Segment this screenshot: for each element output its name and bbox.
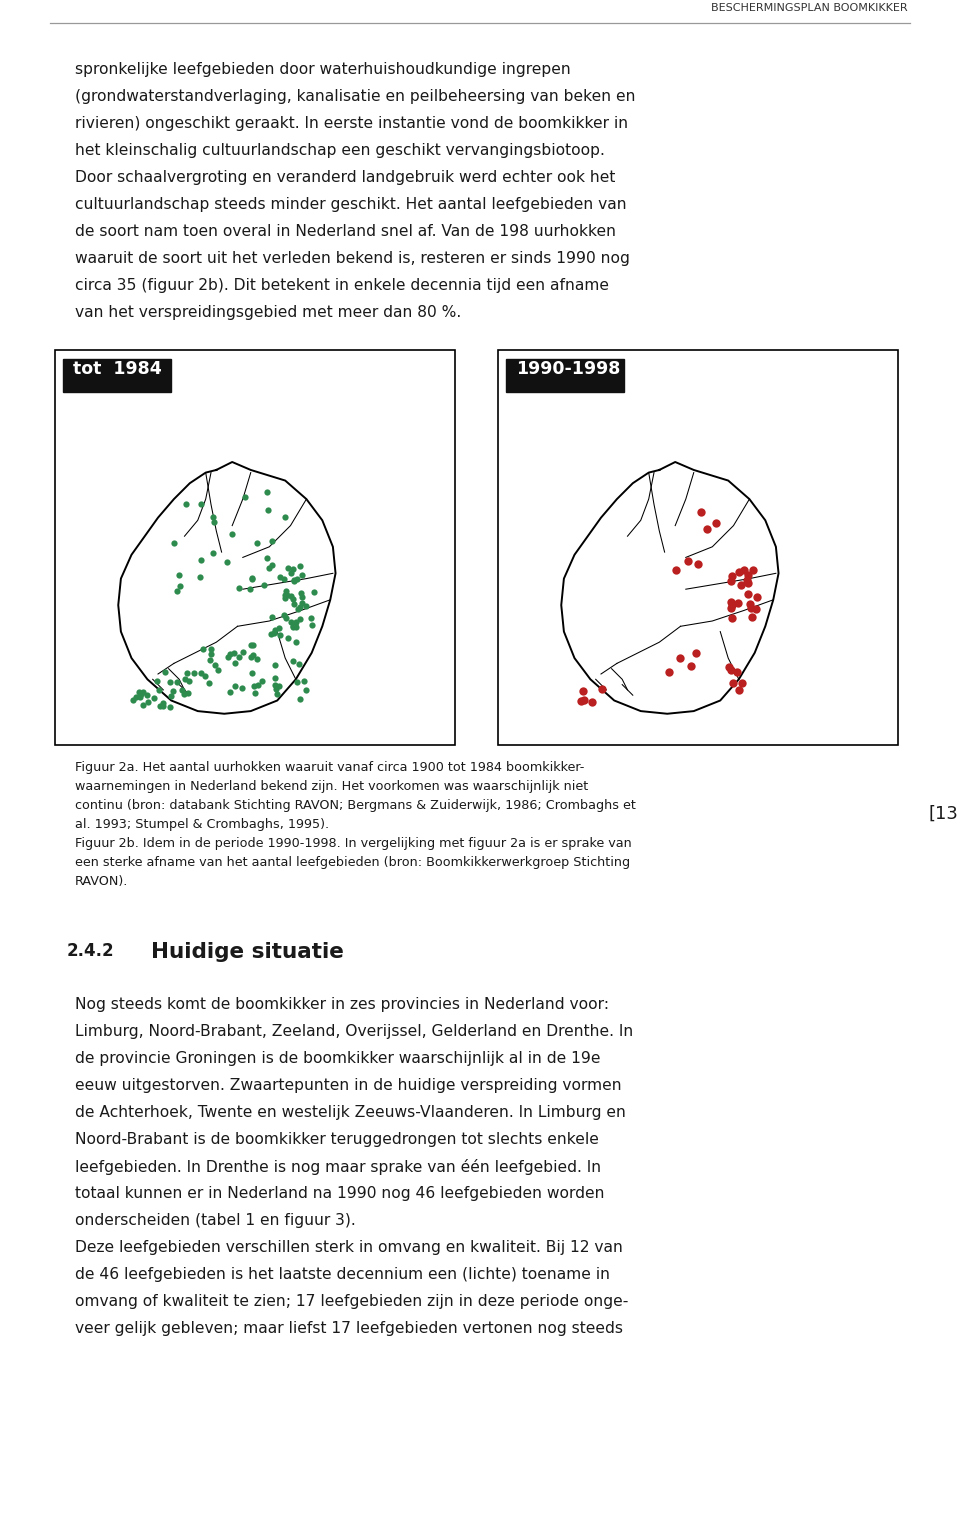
- Text: rivieren) ongeschikt geraakt. In eerste instantie vond de boomkikker in: rivieren) ongeschikt geraakt. In eerste …: [75, 116, 628, 131]
- Text: Door schaalvergroting en veranderd landgebruik werd echter ook het: Door schaalvergroting en veranderd landg…: [75, 171, 615, 184]
- Text: continu (bron: databank Stichting RAVON; Bergmans & Zuiderwijk, 1986; Crombaghs : continu (bron: databank Stichting RAVON;…: [75, 799, 636, 812]
- Text: leefgebieden. In Drenthe is nog maar sprake van één leefgebied. In: leefgebieden. In Drenthe is nog maar spr…: [75, 1158, 601, 1175]
- Text: de 46 leefgebieden is het laatste decennium een (lichte) toename in: de 46 leefgebieden is het laatste decenn…: [75, 1266, 610, 1282]
- Text: veer gelijk gebleven; maar liefst 17 leefgebieden vertonen nog steeds: veer gelijk gebleven; maar liefst 17 lee…: [75, 1321, 623, 1337]
- Text: circa 35 (figuur 2b). Dit betekent in enkele decennia tijd een afname: circa 35 (figuur 2b). Dit betekent in en…: [75, 277, 609, 293]
- Text: een sterke afname van het aantal leefgebieden (bron: Boomkikkerwerkgroep Stichti: een sterke afname van het aantal leefgeb…: [75, 856, 630, 869]
- Text: Noord-Brabant is de boomkikker teruggedrongen tot slechts enkele: Noord-Brabant is de boomkikker teruggedr…: [75, 1132, 599, 1148]
- Bar: [498, 351, 898, 745]
- Text: de soort nam toen overal in Nederland snel af. Van de 198 uurhokken: de soort nam toen overal in Nederland sn…: [75, 224, 616, 239]
- Text: 1990-1998: 1990-1998: [516, 360, 620, 378]
- Text: Limburg, Noord-Brabant, Zeeland, Overijssel, Gelderland en Drenthe. In: Limburg, Noord-Brabant, Zeeland, Overijs…: [75, 1024, 634, 1039]
- Text: onderscheiden (tabel 1 en figuur 3).: onderscheiden (tabel 1 en figuur 3).: [75, 1213, 356, 1228]
- Text: tot  1984: tot 1984: [73, 360, 161, 378]
- Bar: [63, 360, 171, 392]
- Text: cultuurlandschap steeds minder geschikt. Het aantal leefgebieden van: cultuurlandschap steeds minder geschikt.…: [75, 197, 627, 212]
- Bar: [55, 351, 455, 745]
- Text: van het verspreidingsgebied met meer dan 80 %.: van het verspreidingsgebied met meer dan…: [75, 305, 461, 320]
- Text: omvang of kwaliteit te zien; 17 leefgebieden zijn in deze periode onge-: omvang of kwaliteit te zien; 17 leefgebi…: [75, 1294, 629, 1309]
- Text: al. 1993; Stumpel & Crombaghs, 1995).: al. 1993; Stumpel & Crombaghs, 1995).: [75, 818, 329, 831]
- Text: Deze leefgebieden verschillen sterk in omvang en kwaliteit. Bij 12 van: Deze leefgebieden verschillen sterk in o…: [75, 1241, 623, 1254]
- Text: Figuur 2b. Idem in de periode 1990-1998. In vergelijking met figuur 2a is er spr: Figuur 2b. Idem in de periode 1990-1998.…: [75, 837, 632, 850]
- Text: (grondwaterstandverlaging, kanalisatie en peilbeheersing van beken en: (grondwaterstandverlaging, kanalisatie e…: [75, 88, 636, 104]
- Text: Nog steeds komt de boomkikker in zes provincies in Nederland voor:: Nog steeds komt de boomkikker in zes pro…: [75, 997, 609, 1012]
- Text: waaruit de soort uit het verleden bekend is, resteren er sinds 1990 nog: waaruit de soort uit het verleden bekend…: [75, 251, 630, 267]
- Text: [13: [13: [928, 805, 958, 823]
- Text: 2.4.2: 2.4.2: [67, 942, 114, 960]
- Text: Figuur 2a. Het aantal uurhokken waaruit vanaf circa 1900 tot 1984 boomkikker-: Figuur 2a. Het aantal uurhokken waaruit …: [75, 760, 585, 774]
- Text: het kleinschalig cultuurlandschap een geschikt vervangingsbiotoop.: het kleinschalig cultuurlandschap een ge…: [75, 143, 605, 158]
- Text: RAVON).: RAVON).: [75, 875, 129, 888]
- Text: spronkelijke leefgebieden door waterhuishoudkundige ingrepen: spronkelijke leefgebieden door waterhuis…: [75, 62, 571, 78]
- Bar: [506, 360, 624, 392]
- Text: de Achterhoek, Twente en westelijk Zeeuws-Vlaanderen. In Limburg en: de Achterhoek, Twente en westelijk Zeeuw…: [75, 1105, 626, 1120]
- Text: waarnemingen in Nederland bekend zijn. Het voorkomen was waarschijnlijk niet: waarnemingen in Nederland bekend zijn. H…: [75, 780, 588, 792]
- Text: Huidige situatie: Huidige situatie: [151, 942, 344, 962]
- Text: eeuw uitgestorven. Zwaartepunten in de huidige verspreiding vormen: eeuw uitgestorven. Zwaartepunten in de h…: [75, 1077, 622, 1093]
- Text: totaal kunnen er in Nederland na 1990 nog 46 leefgebieden worden: totaal kunnen er in Nederland na 1990 no…: [75, 1186, 605, 1201]
- Text: de provincie Groningen is de boomkikker waarschijnlijk al in de 19e: de provincie Groningen is de boomkikker …: [75, 1052, 601, 1065]
- Text: BESCHERMINGSPLAN BOOMKIKKER: BESCHERMINGSPLAN BOOMKIKKER: [711, 3, 908, 14]
